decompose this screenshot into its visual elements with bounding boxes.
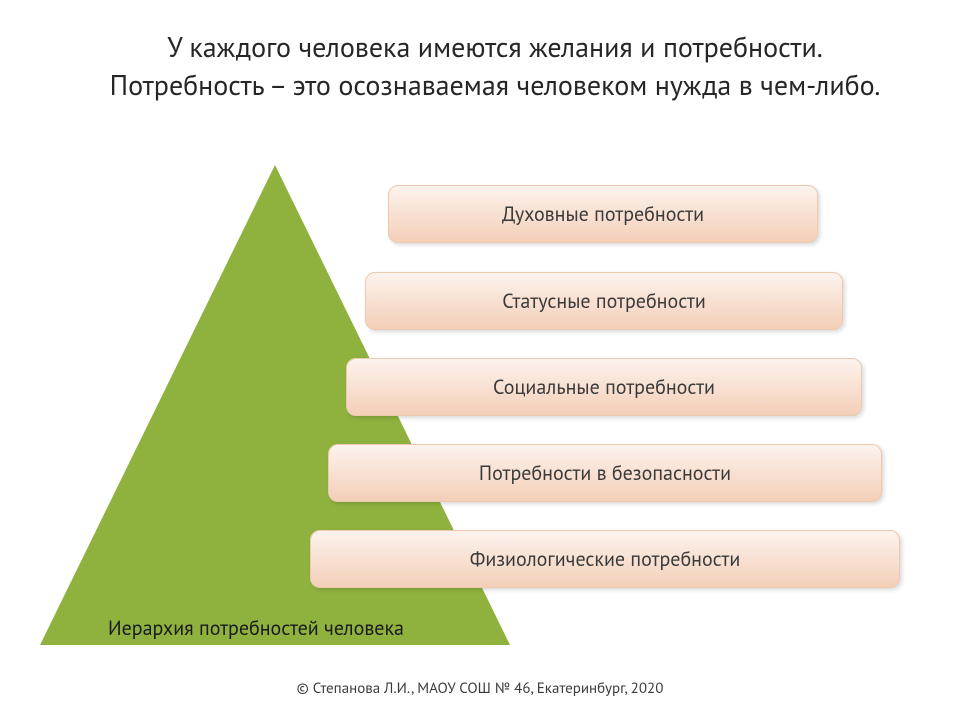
slide-title: У каждого человека имеются желания и пот… <box>90 28 900 104</box>
need-level-2: Статусные потребности <box>365 272 843 330</box>
need-level-label: Статусные потребности <box>502 288 706 314</box>
need-level-label: Социальные потребности <box>493 374 715 400</box>
need-level-label: Потребности в безопасности <box>479 460 731 486</box>
need-level-5: Физиологические потребности <box>310 530 900 588</box>
need-level-3: Социальные потребности <box>346 358 862 416</box>
need-level-4: Потребности в безопасности <box>328 444 882 502</box>
need-level-label: Духовные потребности <box>502 201 704 227</box>
footer-credit: © Степанова Л.И., МАОУ СОШ № 46, Екатери… <box>0 679 960 698</box>
need-level-1: Духовные потребности <box>388 185 818 243</box>
pyramid-caption: Иерархия потребностей человека <box>66 611 446 645</box>
need-level-label: Физиологические потребности <box>470 546 741 572</box>
slide: У каждого человека имеются желания и пот… <box>0 0 960 720</box>
